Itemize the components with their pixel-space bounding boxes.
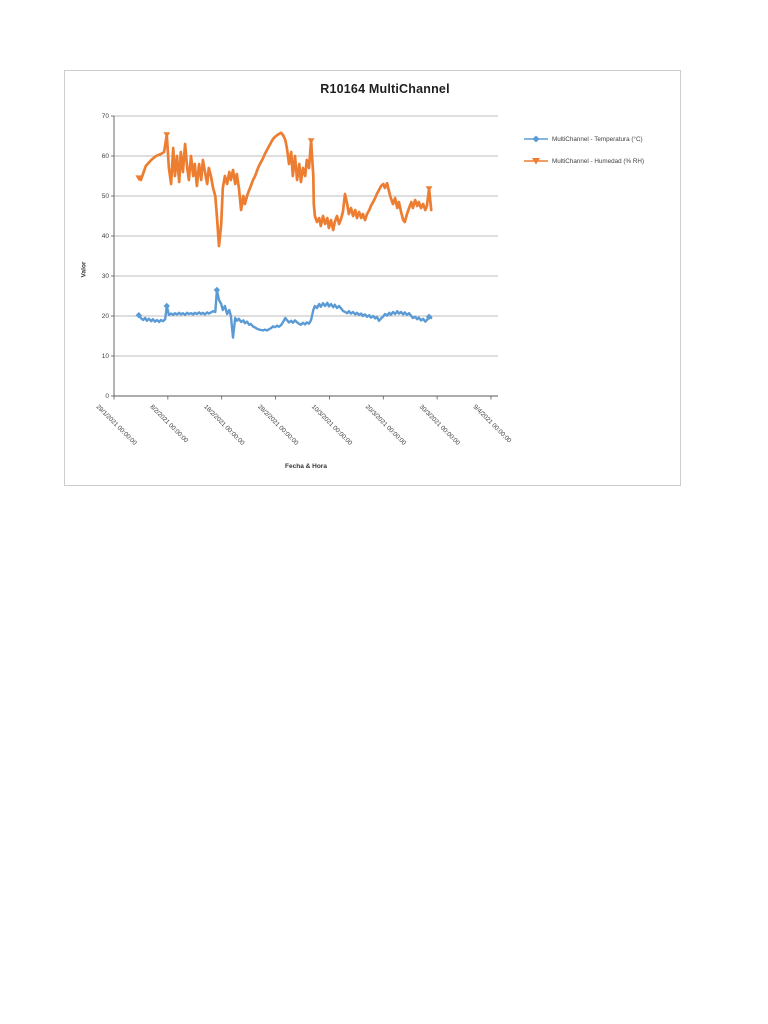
svg-text:10/3/2021 00:00:00: 10/3/2021 00:00:00: [310, 403, 354, 447]
svg-text:8/2/2021 00:00:00: 8/2/2021 00:00:00: [148, 403, 189, 444]
svg-text:50: 50: [102, 193, 110, 200]
legend-item-temperatura: MultiChannel - Temperatura (°C): [524, 134, 680, 144]
svg-text:20/3/2021 00:00:00: 20/3/2021 00:00:00: [364, 403, 408, 447]
svg-text:9/4/2021 00:00:00: 9/4/2021 00:00:00: [472, 403, 513, 444]
svg-text:18/2/2021 00:00:00: 18/2/2021 00:00:00: [202, 403, 246, 447]
svg-text:70: 70: [102, 113, 110, 120]
y-axis-title: Valor: [80, 261, 88, 278]
humedad-series-marker-icon: [524, 158, 548, 165]
svg-text:0: 0: [105, 393, 109, 400]
chart-plot-area: 0 10 20 30 40 50 60 70 29/1/2021 00:00:00 8/2/202…: [95, 113, 513, 447]
chart-frame: R10164 MultiChannel 0 10 20 30 40 50 60 70 29/1/…: [64, 70, 681, 486]
temperatura-series-marker-icon: [524, 135, 548, 143]
svg-text:30: 30: [102, 273, 110, 280]
svg-text:20: 20: [102, 313, 110, 320]
svg-text:28/2/2021 00:00:00: 28/2/2021 00:00:00: [256, 403, 300, 447]
svg-text:60: 60: [102, 153, 110, 160]
svg-text:30/3/2021 00:00:00: 30/3/2021 00:00:00: [418, 403, 462, 447]
svg-text:29/1/2021 00:00:00: 29/1/2021 00:00:00: [95, 403, 139, 447]
legend-label-temperatura: MultiChannel - Temperatura (°C): [552, 135, 643, 143]
svg-text:40: 40: [102, 233, 110, 240]
legend-item-humedad: MultiChannel - Humedad (% RH): [524, 156, 680, 166]
chart-legend: MultiChannel - Temperatura (°C) MultiCha…: [524, 134, 680, 178]
x-axis-title: Fecha & Hora: [285, 463, 327, 470]
legend-label-humedad: MultiChannel - Humedad (% RH): [552, 157, 645, 165]
chart-title: R10164 MultiChannel: [320, 82, 450, 96]
svg-text:10: 10: [102, 353, 110, 360]
